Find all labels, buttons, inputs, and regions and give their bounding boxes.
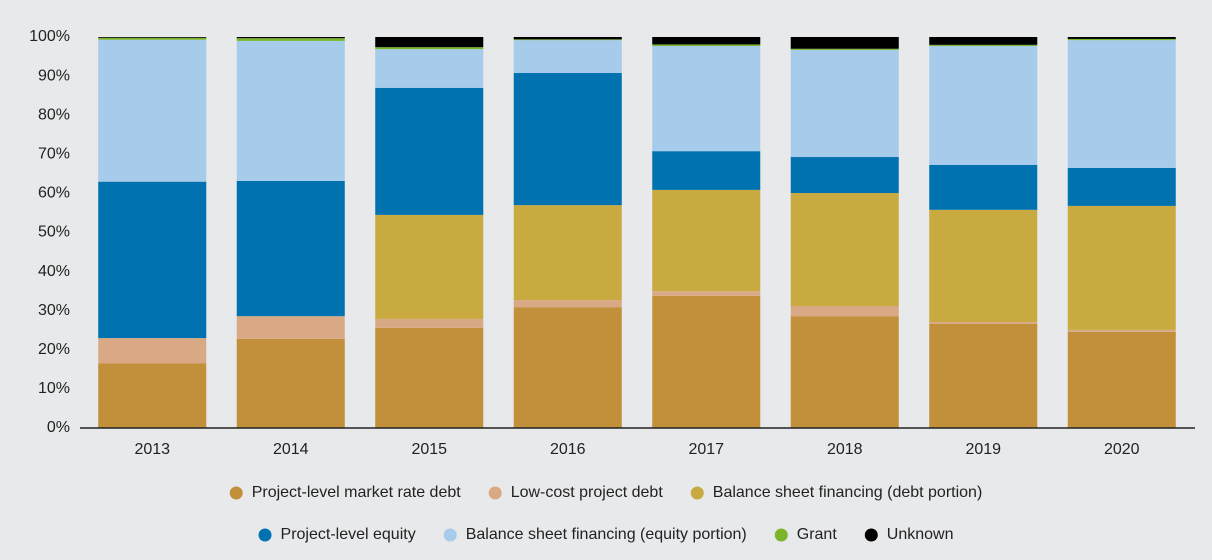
legend-marker	[258, 528, 272, 542]
bar-segment	[98, 37, 207, 40]
bar-segment	[236, 38, 345, 41]
y-tick-label: 70%	[38, 146, 70, 163]
bar-segment	[929, 164, 1038, 210]
y-tick-label: 90%	[38, 67, 70, 84]
bar-segment	[790, 48, 899, 50]
bar-segment	[790, 316, 899, 428]
legend-marker	[488, 486, 502, 500]
bar-segment	[513, 307, 622, 428]
bar-segment	[790, 49, 899, 158]
bar-segment	[929, 322, 1038, 324]
bar-segment	[375, 49, 484, 88]
legend-label: Project-level equity	[281, 526, 416, 543]
legend-marker	[443, 528, 457, 542]
bar-segment	[790, 193, 899, 307]
bar-segment	[1067, 331, 1176, 428]
bar-segment	[375, 87, 484, 215]
bar-segment	[652, 45, 761, 152]
legend-label: Balance sheet financing (debt portion)	[713, 484, 983, 501]
bar-segment	[236, 180, 345, 317]
bar-segment	[929, 44, 1038, 46]
legend-marker	[774, 528, 788, 542]
y-tick-label: 100%	[29, 28, 70, 45]
bar-segment	[929, 45, 1038, 165]
bar-segment	[375, 214, 484, 319]
bar-segment	[375, 327, 484, 428]
bar-segment	[513, 37, 622, 40]
bar-segment	[652, 291, 761, 296]
legend-label: Unknown	[887, 526, 954, 543]
bar-segment	[98, 37, 207, 38]
bar-segment	[929, 209, 1038, 323]
x-tick-label: 2016	[550, 441, 586, 458]
bar-segment	[98, 363, 207, 428]
bar-segment	[1067, 205, 1176, 330]
bar-segment	[929, 323, 1038, 428]
bar-segment	[652, 151, 761, 190]
bar-segment	[513, 205, 622, 301]
x-tick-label: 2020	[1104, 441, 1140, 458]
legend-marker	[690, 486, 704, 500]
legend-label: Low-cost project debt	[511, 484, 664, 501]
bar-segment	[513, 40, 622, 73]
y-tick-label: 0%	[47, 419, 70, 436]
x-tick-label: 2013	[134, 441, 170, 458]
legend-marker	[229, 486, 243, 500]
legend-label: Balance sheet financing (equity portion)	[466, 526, 747, 543]
bar-segment	[236, 37, 345, 39]
bar-segment	[1067, 167, 1176, 206]
y-tick-label: 40%	[38, 263, 70, 280]
bar-segment	[929, 37, 1038, 45]
y-tick-label: 50%	[38, 224, 70, 241]
bar-segment	[236, 316, 345, 339]
legend-label: Project-level market rate debt	[252, 484, 462, 501]
x-tick-label: 2015	[411, 441, 447, 458]
bar-segment	[513, 300, 622, 308]
x-tick-label: 2017	[688, 441, 724, 458]
bar-segment	[375, 37, 484, 48]
y-tick-label: 60%	[38, 185, 70, 202]
legend-label: Grant	[797, 526, 838, 543]
y-tick-label: 80%	[38, 106, 70, 123]
legend-marker	[864, 528, 878, 542]
x-tick-label: 2019	[965, 441, 1001, 458]
bar-segment	[98, 181, 207, 339]
y-tick-label: 20%	[38, 341, 70, 358]
bar-segment	[652, 37, 761, 45]
bar-segment	[513, 39, 622, 41]
bar-segment	[1067, 329, 1176, 332]
bar-segment	[1067, 40, 1176, 168]
bar-segment	[1067, 38, 1176, 41]
bar-segment	[98, 338, 207, 364]
bar-segment	[790, 306, 899, 317]
bar-segment	[790, 157, 899, 194]
x-tick-label: 2014	[273, 441, 309, 458]
bar-segment	[652, 295, 761, 428]
bar-segment	[513, 72, 622, 206]
bar-segment	[98, 39, 207, 182]
y-tick-label: 10%	[38, 380, 70, 397]
bar-segment	[375, 318, 484, 328]
y-tick-label: 30%	[38, 302, 70, 319]
bar-segment	[790, 37, 899, 49]
bar-segment	[375, 47, 484, 50]
bar-segment	[236, 338, 345, 428]
bar-segment	[236, 40, 345, 181]
bar-segment	[652, 189, 761, 292]
bar-segment	[652, 44, 761, 46]
x-tick-label: 2018	[827, 441, 863, 458]
bar-segment	[1067, 37, 1176, 39]
